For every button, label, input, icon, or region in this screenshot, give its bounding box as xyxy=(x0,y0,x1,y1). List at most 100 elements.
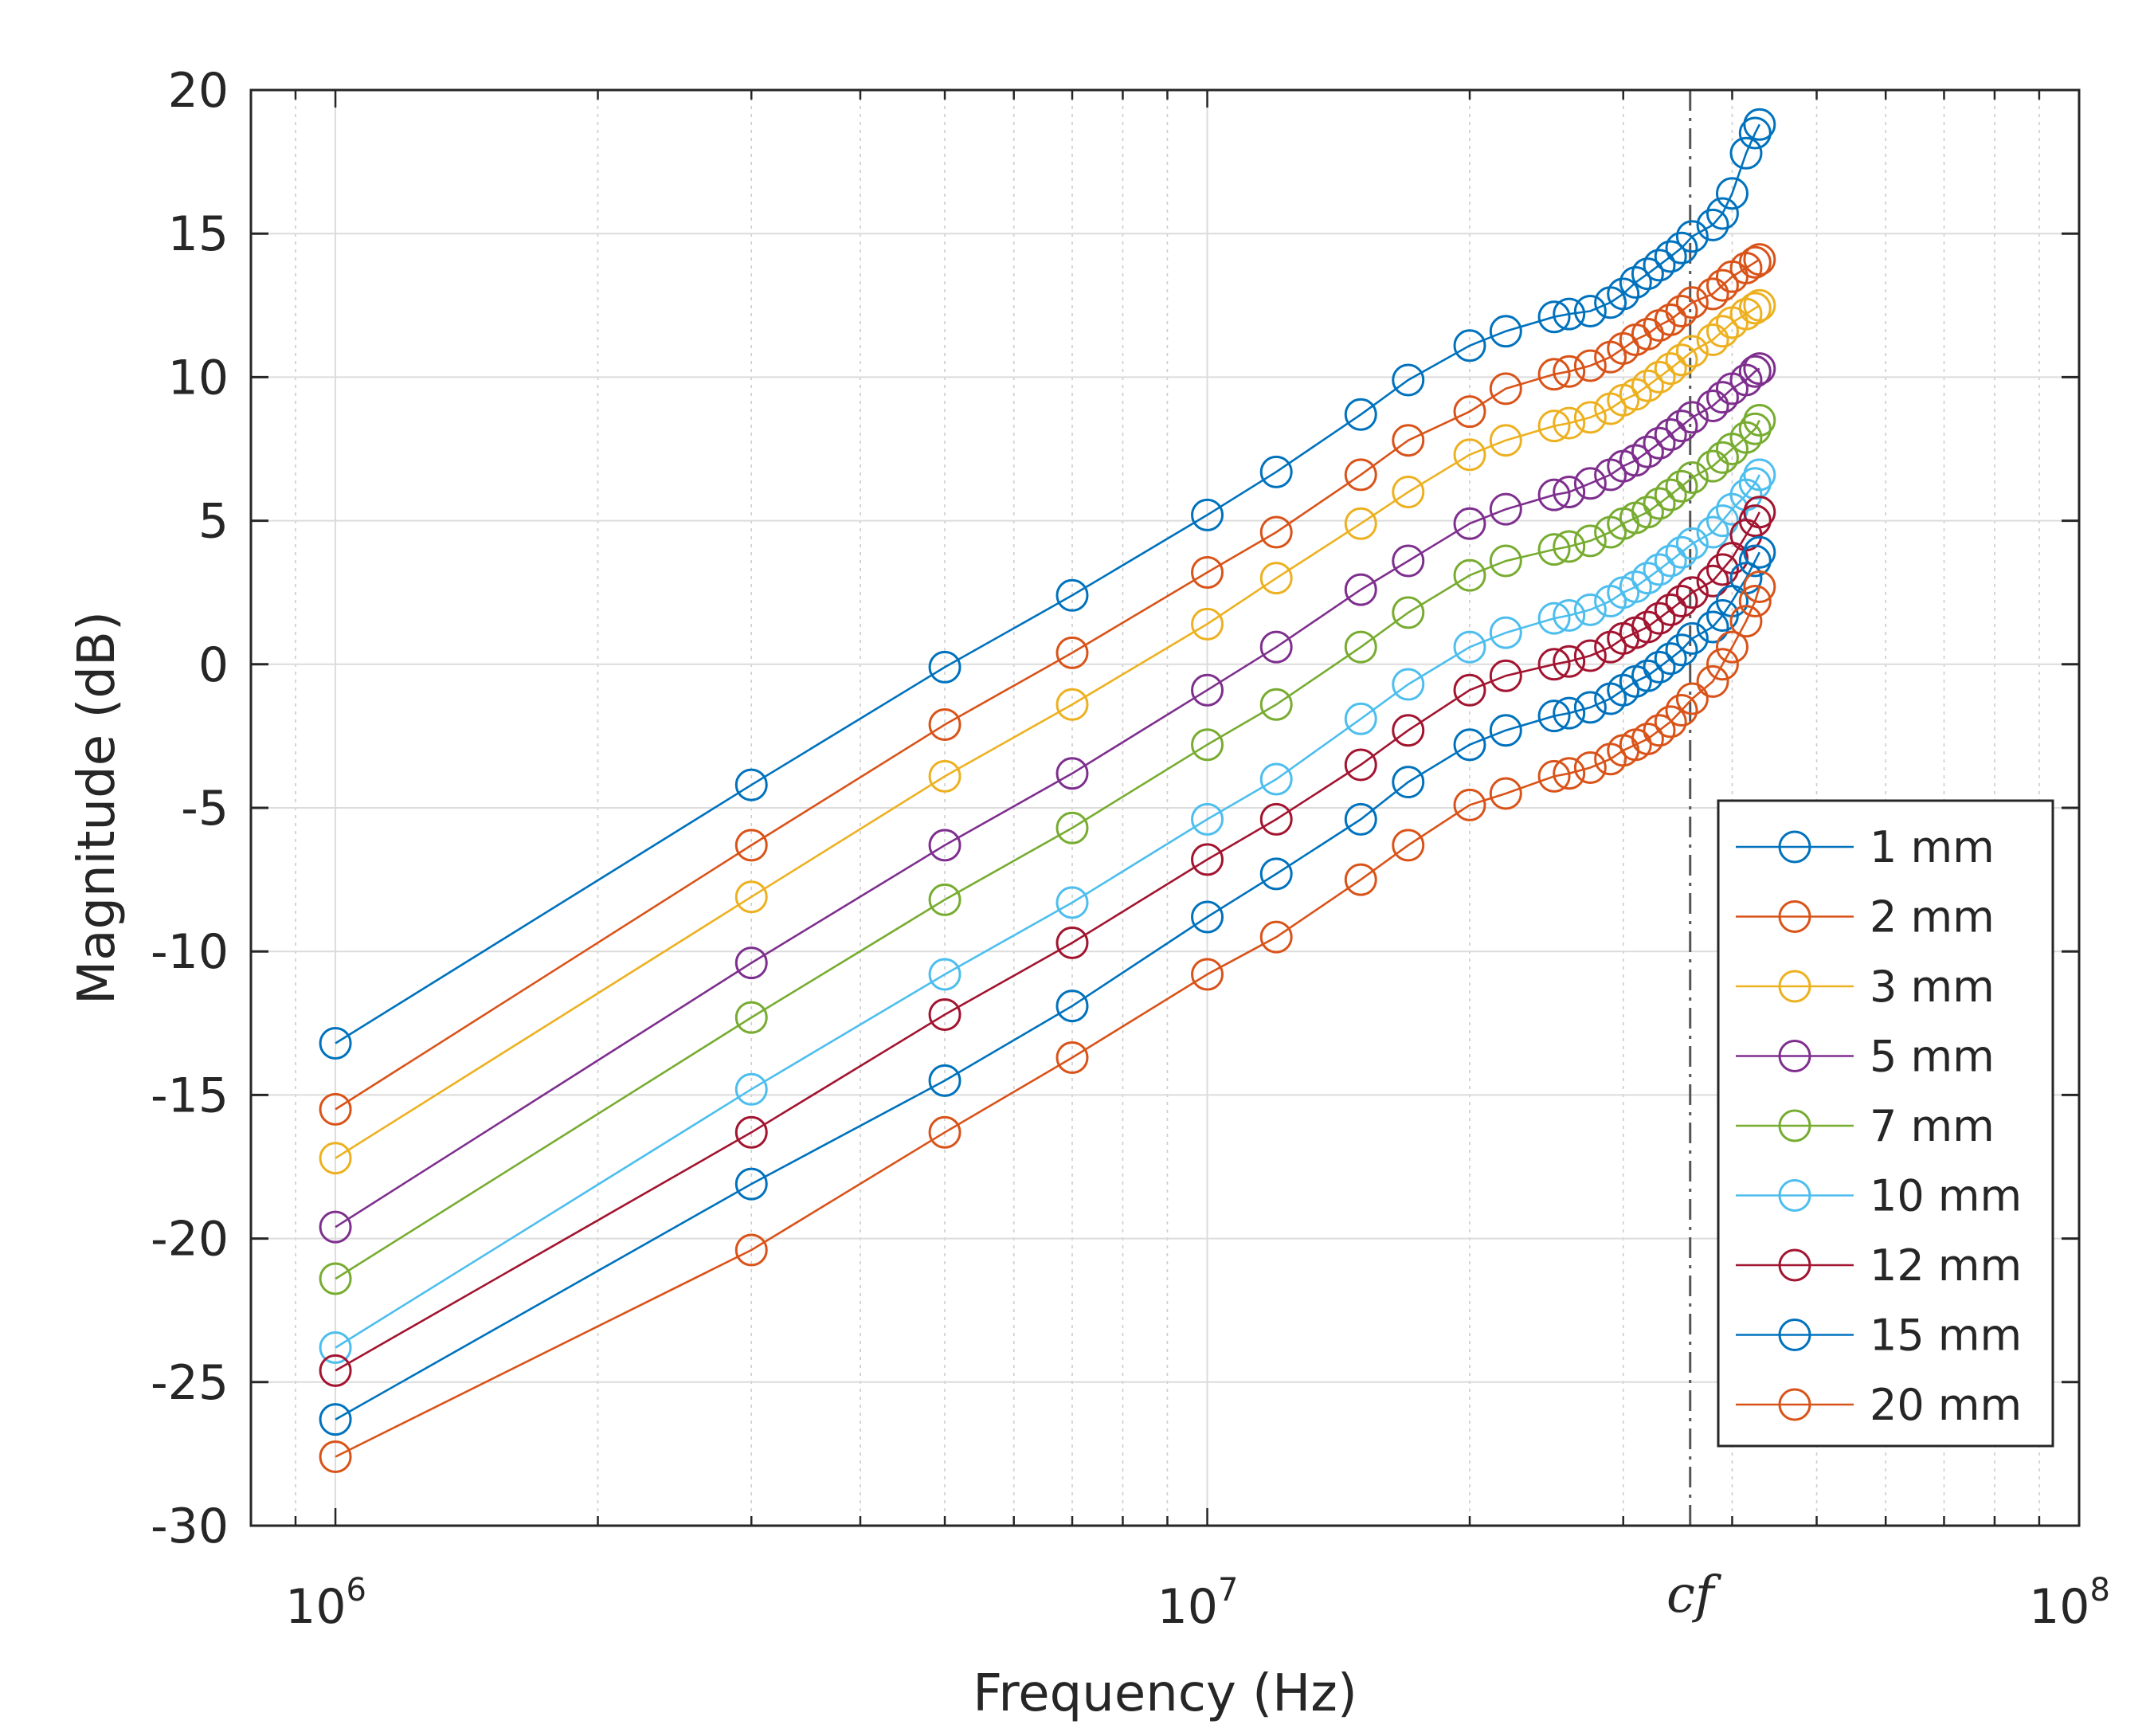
data-point xyxy=(1706,268,1739,302)
data-point xyxy=(1055,757,1089,790)
data-point xyxy=(1696,515,1729,549)
data-point xyxy=(319,1440,352,1474)
data-point xyxy=(1537,648,1571,681)
data-point xyxy=(1055,1041,1089,1075)
y-tick-label: -25 xyxy=(151,1355,229,1411)
data-point xyxy=(1738,504,1772,538)
data-point xyxy=(1537,533,1571,566)
legend-item: 2 mm xyxy=(1736,892,1995,942)
legend: 1 mm 2 mm 3 mm 5 mm 7 mm 10 mm 12 mm 15 mm 20 mm xyxy=(1717,799,2054,1448)
data-point xyxy=(1537,759,1571,793)
data-point xyxy=(1654,352,1687,386)
legend-label: 1 mm xyxy=(1870,822,1995,872)
data-point xyxy=(1715,630,1749,664)
data-point xyxy=(1453,395,1486,429)
data-point xyxy=(1489,544,1522,578)
data-point xyxy=(1553,355,1586,388)
data-point xyxy=(1706,197,1739,230)
legend-marker xyxy=(1778,1040,1811,1072)
data-point xyxy=(1553,297,1586,331)
data-point xyxy=(1191,802,1224,836)
data-point xyxy=(319,1262,352,1295)
data-point xyxy=(1743,403,1776,437)
data-point xyxy=(1453,728,1486,762)
data-point xyxy=(1706,553,1739,586)
data-point xyxy=(1696,449,1729,483)
data-point xyxy=(1553,696,1586,730)
data-point xyxy=(1344,748,1377,782)
data-point xyxy=(1607,277,1640,311)
data-point xyxy=(1696,664,1729,698)
data-point xyxy=(928,883,961,916)
data-point xyxy=(1654,642,1687,676)
data-point xyxy=(1665,231,1698,265)
legend-label: 3 mm xyxy=(1870,962,1995,1012)
data-point xyxy=(1344,458,1377,492)
data-point xyxy=(1537,699,1571,733)
legend-marker xyxy=(1778,1248,1811,1282)
series-15-mm xyxy=(319,535,1776,1436)
data-point xyxy=(1344,507,1377,540)
data-point xyxy=(1643,487,1676,520)
data-point xyxy=(1706,441,1739,474)
data-point xyxy=(319,1142,352,1175)
data-point xyxy=(1392,668,1425,701)
data-point xyxy=(1055,926,1089,959)
x-tick-base: 10 xyxy=(2029,1579,2089,1635)
data-point xyxy=(1675,401,1709,434)
data-point xyxy=(1453,438,1486,472)
data-point xyxy=(1453,558,1486,592)
data-point xyxy=(1665,633,1698,667)
y-axis-ticks: -30 -25 -20 -15 -10 -5 0 5 10 15 20 xyxy=(151,63,2079,1554)
data-point xyxy=(1489,492,1522,526)
legend-marker xyxy=(1778,1179,1811,1212)
data-point xyxy=(1631,496,1664,529)
data-point xyxy=(1259,455,1293,488)
cf-annotation: cf xyxy=(1666,90,1722,1624)
data-point xyxy=(1696,564,1729,598)
data-series xyxy=(319,108,1776,1474)
data-point xyxy=(1344,398,1377,431)
data-point xyxy=(1573,349,1607,382)
data-point xyxy=(1392,596,1425,629)
data-point xyxy=(1738,292,1772,325)
legend-item: 12 mm xyxy=(1736,1240,2022,1291)
data-point xyxy=(1489,372,1522,406)
data-point xyxy=(1675,621,1709,655)
data-point xyxy=(1573,401,1607,434)
data-point xyxy=(1696,389,1729,422)
data-point xyxy=(1489,777,1522,810)
y-axis-label: Magnitude (dB) xyxy=(68,611,127,1005)
data-point xyxy=(1729,605,1763,638)
data-point xyxy=(1619,570,1652,603)
data-point xyxy=(928,829,961,862)
legend-item: 3 mm xyxy=(1736,962,1995,1012)
data-point xyxy=(1738,544,1772,578)
data-point xyxy=(1453,507,1486,540)
data-point xyxy=(1654,303,1687,336)
data-point xyxy=(1631,435,1664,468)
data-point xyxy=(928,759,961,793)
data-point xyxy=(734,1001,768,1034)
legend-label: 12 mm xyxy=(1870,1240,2022,1291)
data-point xyxy=(1453,630,1486,664)
data-point xyxy=(1344,863,1377,896)
data-point xyxy=(319,1331,352,1365)
data-point xyxy=(1537,602,1571,635)
data-point xyxy=(1191,900,1224,934)
data-point xyxy=(1489,714,1522,747)
data-point xyxy=(928,1115,961,1149)
data-point xyxy=(1392,476,1425,509)
legend-item: 20 mm xyxy=(1736,1380,2022,1430)
data-point xyxy=(1706,381,1739,414)
data-point xyxy=(1191,843,1224,876)
data-point xyxy=(1654,478,1687,511)
data-point xyxy=(1743,108,1776,141)
data-point xyxy=(928,1064,961,1097)
legend-box xyxy=(1717,799,2054,1448)
data-point xyxy=(1706,315,1739,348)
data-point xyxy=(1392,424,1425,457)
data-point xyxy=(1665,585,1698,618)
data-point xyxy=(1259,920,1293,954)
data-point xyxy=(1675,335,1709,368)
